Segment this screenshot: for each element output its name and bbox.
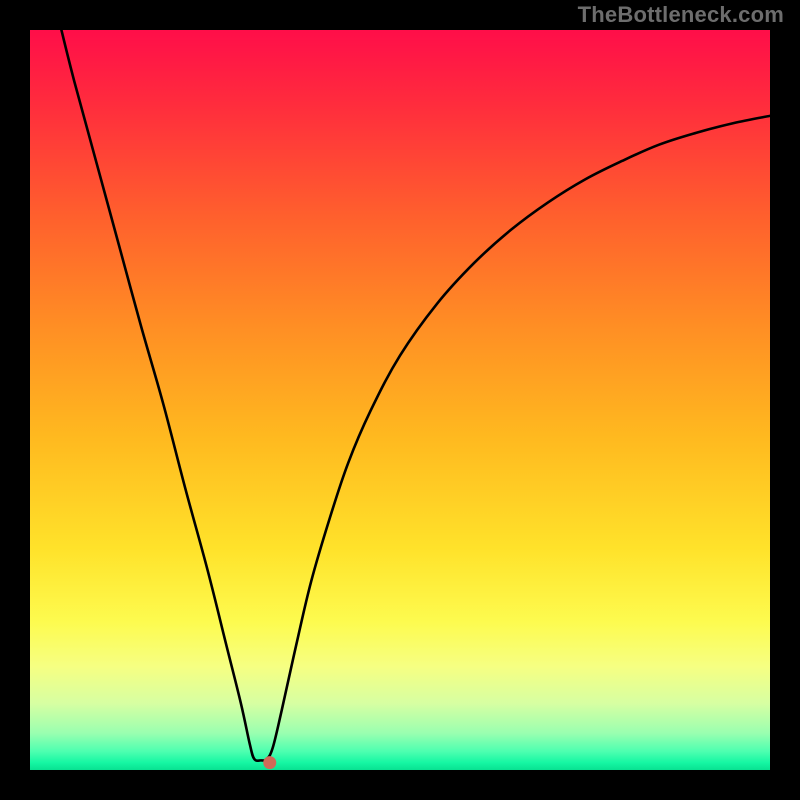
watermark-text: TheBottleneck.com bbox=[578, 2, 784, 28]
chart-stage: TheBottleneck.com bbox=[0, 0, 800, 800]
optimal-point-marker bbox=[263, 756, 276, 769]
bottleneck-chart-svg bbox=[0, 0, 800, 800]
gradient-background bbox=[30, 30, 770, 770]
